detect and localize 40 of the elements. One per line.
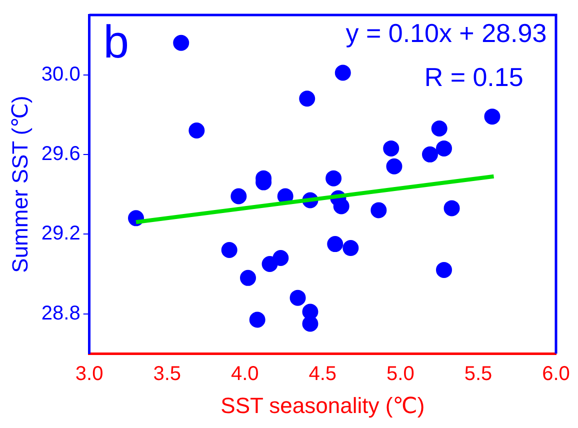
point xyxy=(272,250,289,266)
point xyxy=(327,236,344,252)
point xyxy=(422,146,438,162)
annotation: R = 0.15 xyxy=(424,62,524,92)
x-tick-label: 4.5 xyxy=(308,363,337,386)
point xyxy=(444,200,460,216)
point xyxy=(230,188,247,204)
annotation: y = 0.10x + 28.93 xyxy=(346,18,547,48)
point xyxy=(240,270,256,286)
x-tick-label: 5.5 xyxy=(464,363,492,386)
point xyxy=(431,120,448,137)
point xyxy=(302,316,318,332)
point xyxy=(173,34,190,51)
point xyxy=(221,242,238,258)
point xyxy=(484,108,500,125)
point xyxy=(342,240,359,256)
x-tick-label: 6.0 xyxy=(542,363,570,386)
point xyxy=(333,198,350,214)
point xyxy=(188,122,205,139)
point xyxy=(326,170,342,186)
y-tick-label: 29.6 xyxy=(41,142,80,165)
point xyxy=(436,262,452,278)
annotation: b xyxy=(103,15,129,68)
y-tick-label: 30.0 xyxy=(41,63,80,86)
point xyxy=(249,312,266,328)
point xyxy=(383,140,400,156)
point xyxy=(370,202,387,218)
x-tick-label: 4.0 xyxy=(230,363,259,386)
point xyxy=(299,90,316,107)
x-tick-label: 5.0 xyxy=(386,363,414,386)
x-axis-title: SST seasonality (℃) xyxy=(220,392,425,418)
y-axis-title: Summer SST (℃) xyxy=(7,96,32,273)
x-tick-label: 3.0 xyxy=(75,363,104,386)
y-tick-label: 28.8 xyxy=(41,302,80,324)
point xyxy=(436,140,452,156)
point xyxy=(386,158,402,174)
point xyxy=(334,64,351,81)
x-tick-label: 3.5 xyxy=(153,363,182,386)
point xyxy=(290,290,306,306)
y-tick-label: 29.2 xyxy=(41,222,80,245)
